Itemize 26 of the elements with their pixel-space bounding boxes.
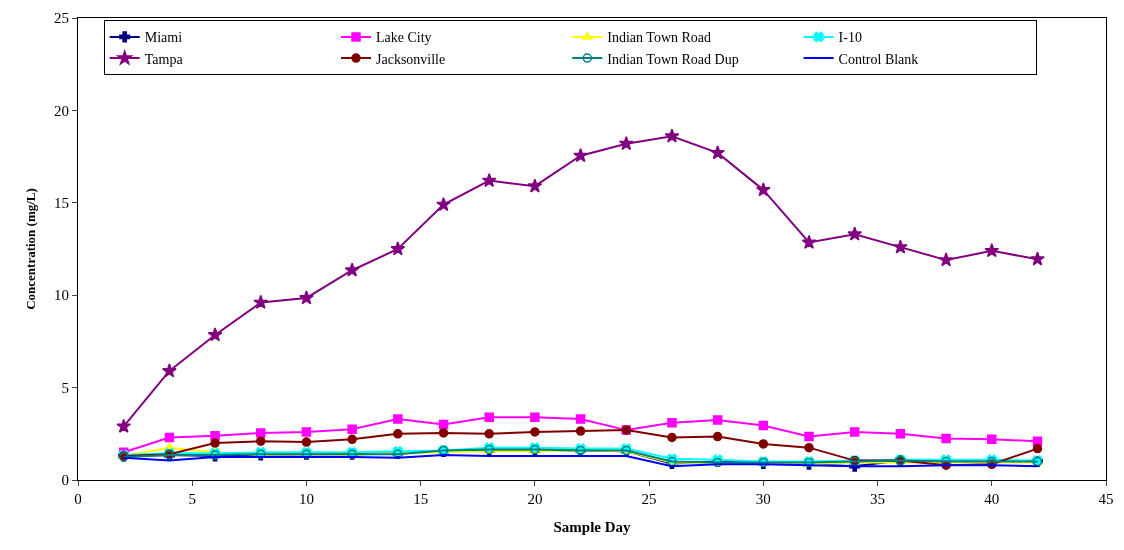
legend-label: Jacksonville xyxy=(376,51,446,67)
legend-label: Miami xyxy=(144,30,183,46)
legend-label: Tampa xyxy=(144,51,184,67)
x-tick-label: 20 xyxy=(527,491,543,507)
legend-label: Control Blank xyxy=(838,51,919,67)
legend-label: I-10 xyxy=(838,30,862,46)
y-tick-label: 5 xyxy=(61,379,69,396)
x-tick-label: 25 xyxy=(641,491,657,507)
x-tick-label: 10 xyxy=(298,491,314,507)
legend-label: Indian Town Road xyxy=(607,30,712,46)
y-tick-label: 20 xyxy=(54,102,69,119)
y-tick-label: 15 xyxy=(54,195,69,212)
x-axis-title: Sample Day xyxy=(553,519,632,535)
y-tick-label: 0 xyxy=(61,472,69,489)
x-tick-label: 5 xyxy=(188,491,196,507)
y-tick-label: 10 xyxy=(54,287,69,304)
x-tick-label: 35 xyxy=(870,491,886,507)
legend-label: Indian Town Road Dup xyxy=(607,51,739,67)
x-tick-label: 45 xyxy=(1098,491,1114,507)
x-tick-label: 30 xyxy=(755,491,771,507)
x-tick-label: 40 xyxy=(984,491,1000,507)
legend-label: Lake City xyxy=(376,30,432,46)
y-axis-title: Concentration (mg/L) xyxy=(22,188,38,310)
x-tick-label: 0 xyxy=(74,491,82,507)
y-tick-label: 25 xyxy=(54,10,69,27)
x-tick-label: 15 xyxy=(413,491,429,507)
